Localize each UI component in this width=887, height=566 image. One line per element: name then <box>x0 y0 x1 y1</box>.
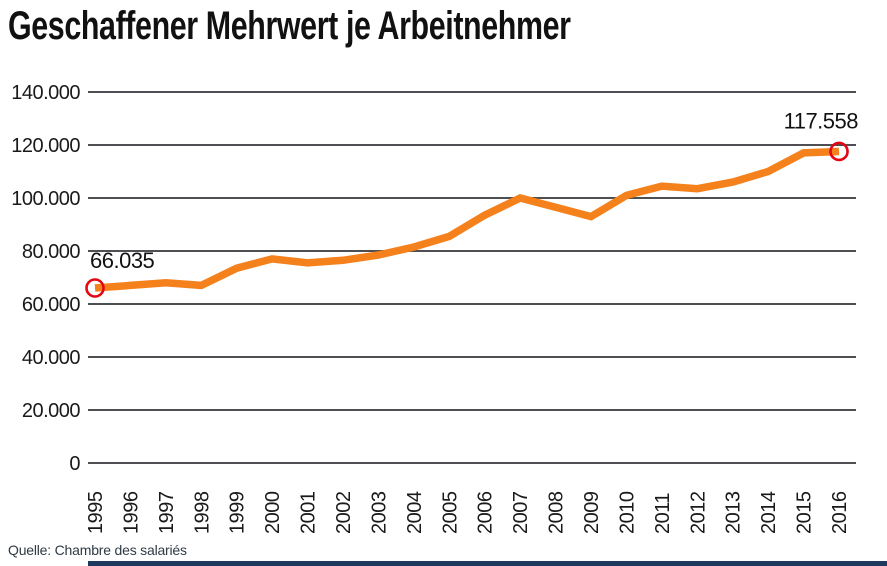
x-year-label: 1996 <box>120 491 142 534</box>
endpoint-circle <box>85 278 105 298</box>
x-year-label: 2012 <box>687 491 709 534</box>
x-year-label: 2008 <box>546 491 568 534</box>
page-title: Geschaffener Mehrwert je Arbeitnehmer <box>8 4 571 48</box>
x-year-label: 1999 <box>227 491 249 534</box>
x-year-label: 2007 <box>510 491 532 534</box>
x-year-label: 2005 <box>439 491 461 534</box>
y-tick-label: 60.000 <box>22 294 81 316</box>
y-tick-label: 40.000 <box>22 347 81 369</box>
y-tick-label: 80.000 <box>22 241 81 263</box>
x-year-label: 2002 <box>333 491 355 534</box>
x-year-label: 2003 <box>368 491 390 534</box>
x-year-label: 2016 <box>829 491 851 534</box>
value-line <box>94 147 840 292</box>
x-year-label: 2001 <box>298 491 320 534</box>
y-tick-label: 100.000 <box>11 188 80 210</box>
annotation-label: 66.035 <box>90 248 155 273</box>
x-year-label: 2010 <box>616 491 638 534</box>
x-year-label: 2013 <box>723 491 745 534</box>
x-year-label: 2000 <box>262 491 284 534</box>
source-note: Quelle: Chambre des salariés <box>8 542 187 558</box>
x-year-label: 2004 <box>404 491 426 534</box>
x-year-label: 1998 <box>191 491 213 534</box>
y-tick-label: 140.000 <box>11 82 80 104</box>
x-year-label: 2009 <box>581 491 603 534</box>
endpoint-circle <box>829 141 849 162</box>
y-tick-label: 120.000 <box>11 135 80 157</box>
footer-bar <box>88 561 887 566</box>
annotation-label: 117.558 <box>784 108 859 133</box>
x-year-label: 1997 <box>156 491 178 534</box>
y-tick-label: 0 <box>69 453 80 475</box>
x-year-label: 2006 <box>475 491 497 534</box>
x-year-label: 1995 <box>85 491 107 534</box>
x-year-label: 2015 <box>794 491 816 534</box>
x-year-label: 2011 <box>652 493 674 534</box>
x-year-label: 2014 <box>758 491 780 534</box>
y-tick-label: 20.000 <box>22 400 81 422</box>
